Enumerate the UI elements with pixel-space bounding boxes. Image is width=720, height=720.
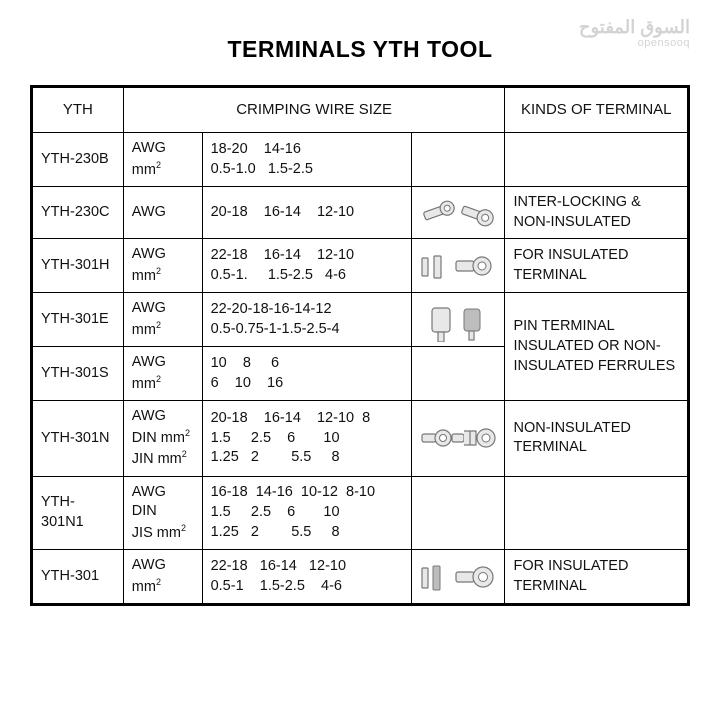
cell-model: YTH-301S [32,347,124,401]
cell-size: 22-20-18-16-14-120.5-0.75-1-1.5-2.5-4 [202,293,412,347]
cell-kind: PIN TERMINAL INSULATED OR NON-INSULATED … [505,293,689,401]
cell-unit: AWGmm2 [123,347,202,401]
table-header-row: YTH CRIMPING WIRE SIZE KINDS OF TERMINAL [32,87,689,133]
cell-terminal-icon [412,401,505,476]
table-row: YTH-230BAWGmm218-20 14-160.5-1.0 1.5-2.5 [32,133,689,187]
cell-unit: AWGDIN mm2JIN mm2 [123,401,202,476]
cell-terminal-icon [412,293,505,347]
cell-unit: AWG [123,187,202,239]
watermark: السوق المفتوح opensooq [579,18,690,49]
table-row: YTH-301EAWGmm222-20-18-16-14-120.5-0.75-… [32,293,689,347]
cell-terminal-icon [412,476,505,550]
cell-size: 20-18 16-14 12-10 81.5 2.5 6 101.25 2 5.… [202,401,412,476]
table-row: YTH-301HAWGmm222-18 16-14 12-100.5-1. 1.… [32,239,689,293]
cell-model: YTH-301E [32,293,124,347]
watermark-latin: opensooq [579,38,690,49]
watermark-arabic: السوق المفتوح [579,18,690,36]
table-row: YTH-230CAWG20-18 16-14 12-10 INTER-LOCKIN… [32,187,689,239]
header-crimp: CRIMPING WIRE SIZE [123,87,505,133]
cell-unit: AWGmm2 [123,133,202,187]
cell-model: YTH-301 [32,550,124,605]
cell-unit: AWGDINJIS mm2 [123,476,202,550]
cell-size: 22-18 16-14 12-100.5-1. 1.5-2.5 4-6 [202,239,412,293]
cell-size: 20-18 16-14 12-10 [202,187,412,239]
header-yth: YTH [32,87,124,133]
cell-unit: AWGmm2 [123,239,202,293]
cell-terminal-icon [412,239,505,293]
cell-size: 22-18 16-14 12-100.5-1 1.5-2.5 4-6 [202,550,412,605]
cell-model: YTH-301N [32,401,124,476]
header-kind: KINDS OF TERMINAL [505,87,689,133]
cell-unit: AWGmm2 [123,550,202,605]
cell-kind: FOR INSULATED TERMINAL [505,239,689,293]
cell-terminal-icon [412,187,505,239]
cell-kind: INTER-LOCKING & NON-INSULATED [505,187,689,239]
cell-model: YTH-230C [32,187,124,239]
terminals-table: YTH CRIMPING WIRE SIZE KINDS OF TERMINAL… [30,85,690,606]
cell-size: 16-18 14-16 10-12 8-101.5 2.5 6 101.25 2… [202,476,412,550]
table-row: YTH-301AWGmm222-18 16-14 12-100.5-1 1.5-… [32,550,689,605]
cell-unit: AWGmm2 [123,293,202,347]
cell-kind [505,133,689,187]
cell-kind: NON-INSULATED TERMINAL [505,401,689,476]
cell-terminal-icon [412,550,505,605]
table-row: YTH-301N1AWGDINJIS mm216-18 14-16 10-12 … [32,476,689,550]
cell-terminal-icon [412,347,505,401]
cell-size: 10 8 66 10 16 [202,347,412,401]
cell-model: YTH-301H [32,239,124,293]
table-row: YTH-301NAWGDIN mm2JIN mm220-18 16-14 12-… [32,401,689,476]
cell-size: 18-20 14-160.5-1.0 1.5-2.5 [202,133,412,187]
cell-kind: FOR INSULATED TERMINAL [505,550,689,605]
cell-model: YTH-301N1 [32,476,124,550]
cell-terminal-icon [412,133,505,187]
cell-model: YTH-230B [32,133,124,187]
cell-kind [505,476,689,550]
